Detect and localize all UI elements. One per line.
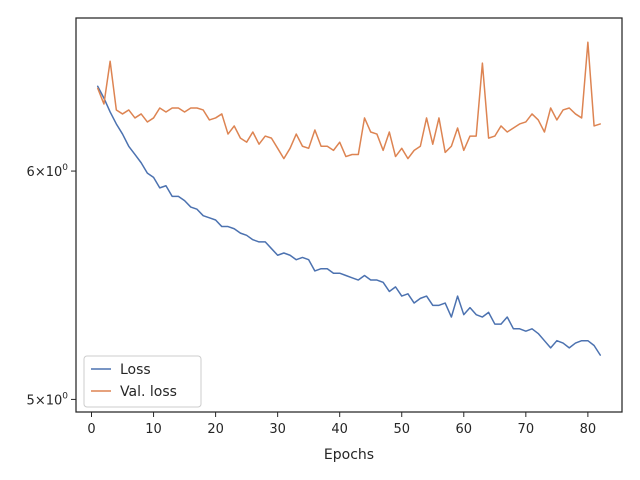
x-tick-label: 40 <box>331 422 348 437</box>
x-tick-label: 80 <box>580 422 597 437</box>
y-tick-label-part: 0 <box>62 391 68 401</box>
y-tick-label-part: × <box>35 393 46 408</box>
x-tick-label: 30 <box>269 422 286 437</box>
y-tick-label: 5×100 <box>27 391 69 408</box>
y-tick-label-part: 10 <box>46 165 63 180</box>
x-tick-label: 10 <box>145 422 162 437</box>
y-tick-label: 6×100 <box>27 163 69 180</box>
x-tick-label: 50 <box>393 422 410 437</box>
x-tick-label: 70 <box>518 422 535 437</box>
plot-frame <box>75 17 623 413</box>
legend-label-loss: Loss <box>120 362 151 378</box>
x-tick-label: 60 <box>456 422 473 437</box>
y-tick-label-part: 6 <box>27 165 35 180</box>
y-tick-label-part: 10 <box>46 393 63 408</box>
legend-label-val-loss: Val. loss <box>120 384 177 400</box>
y-tick-label-part: 0 <box>62 163 68 173</box>
x-tick-label: 0 <box>87 422 95 437</box>
x-axis-ticks: 0 10 20 30 40 50 60 70 80 <box>87 412 596 437</box>
y-tick-label-part: 5 <box>27 393 35 408</box>
plot-lines <box>96 41 602 356</box>
legend: Loss Val. loss <box>83 355 202 408</box>
y-tick-label-part: × <box>35 165 46 180</box>
x-axis-label: Epochs <box>324 447 374 463</box>
x-tick-label: 20 <box>207 422 224 437</box>
series-line-loss <box>96 85 602 356</box>
legend-box <box>83 355 202 408</box>
series-line-val-loss <box>96 41 602 160</box>
